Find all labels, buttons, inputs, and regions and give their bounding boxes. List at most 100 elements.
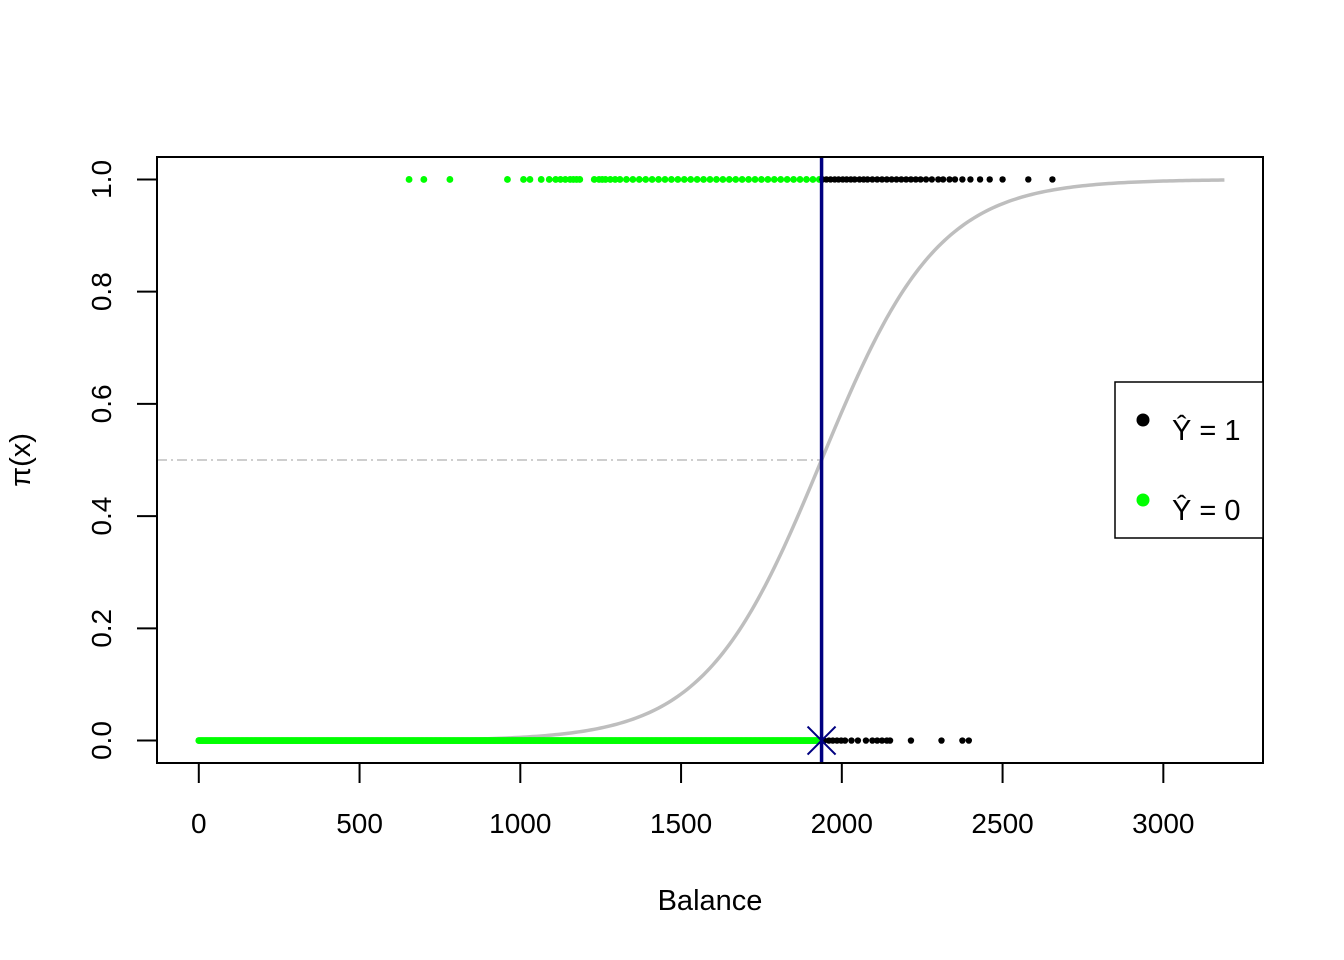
point-yhat0 (520, 176, 527, 183)
point-yhat0 (738, 176, 746, 183)
point-yhat0 (732, 176, 740, 183)
x-tick-label: 500 (336, 808, 383, 839)
point-yhat0 (648, 176, 656, 183)
y-tick-label: 0.0 (86, 721, 117, 760)
legend-box (1114, 381, 1264, 539)
point-yhat1 (939, 176, 947, 183)
point-yhat1 (938, 737, 945, 744)
y-tick-label: 0.2 (86, 609, 117, 648)
x-tick-label: 1000 (489, 808, 551, 839)
point-yhat1 (976, 176, 984, 183)
point-yhat0 (796, 176, 804, 183)
point-yhat0 (623, 176, 630, 183)
x-tick-label: 1500 (650, 808, 712, 839)
point-yhat0 (405, 176, 413, 183)
point-yhat0 (537, 176, 545, 183)
point-yhat0 (602, 176, 609, 183)
point-yhat0 (809, 176, 817, 183)
threshold-marker (806, 725, 837, 756)
point-yhat1 (1025, 176, 1032, 183)
x-axis-title: Balance (658, 885, 763, 917)
x-tick-label: 2500 (971, 808, 1033, 839)
point-yhat0 (783, 176, 791, 183)
point-yhat1 (886, 737, 894, 744)
points-layer (195, 176, 1056, 744)
point-yhat1 (951, 176, 959, 183)
legend-marker (1136, 413, 1150, 427)
point-yhat1 (999, 176, 1006, 183)
legend-marker (1136, 493, 1150, 507)
y-tick-label: 0.6 (86, 384, 117, 423)
point-yhat0 (526, 176, 534, 183)
point-yhat0 (713, 176, 720, 183)
point-yhat0 (680, 176, 688, 183)
point-yhat0 (616, 176, 624, 183)
point-yhat1 (848, 737, 855, 744)
point-yhat1 (898, 176, 905, 183)
point-yhat0 (446, 176, 454, 183)
point-yhat0 (557, 176, 564, 183)
point-yhat1 (873, 737, 881, 744)
point-yhat1 (878, 176, 886, 183)
point-yhat1 (893, 176, 900, 183)
legend: Ŷ = 1 Ŷ = 0 (1114, 381, 1264, 539)
point-yhat1 (907, 737, 915, 744)
point-yhat1 (883, 176, 891, 183)
point-yhat1 (912, 176, 919, 183)
point-yhat1 (986, 176, 993, 183)
point-yhat0 (642, 176, 650, 183)
point-yhat0 (504, 176, 511, 183)
point-yhat1 (873, 176, 881, 183)
point-yhat1 (841, 737, 849, 744)
y-tick-label: 0.4 (86, 497, 117, 536)
point-yhat1 (888, 176, 895, 183)
point-yhat1 (851, 176, 858, 183)
point-yhat1 (907, 176, 915, 183)
point-yhat1 (928, 176, 936, 183)
point-yhat1 (959, 176, 966, 183)
point-yhat0 (668, 176, 675, 183)
threshold-layer (806, 157, 837, 763)
point-yhat0 (790, 176, 797, 183)
point-yhat0 (635, 176, 643, 183)
x-tick-label: 2000 (811, 808, 873, 839)
point-yhat0 (777, 176, 785, 183)
point-yhat0 (758, 176, 765, 183)
point-yhat0 (674, 176, 682, 183)
point-yhat0 (770, 176, 778, 183)
point-yhat1 (965, 737, 973, 744)
x-axis: 0 500 1000 1500 2000 2500 3000 (191, 762, 1194, 839)
point-yhat0 (545, 176, 553, 183)
point-yhat0 (764, 176, 772, 183)
y-axis: 0.0 0.2 0.4 0.6 0.8 1.0 (86, 160, 158, 760)
point-yhat0 (606, 176, 614, 183)
point-yhat1 (1049, 176, 1056, 183)
point-yhat1 (959, 737, 966, 744)
point-yhat0 (655, 176, 662, 183)
point-yhat0 (700, 176, 707, 183)
point-yhat0 (751, 176, 759, 183)
point-yhat1 (922, 176, 930, 183)
point-yhat0 (552, 176, 560, 183)
point-yhat0 (420, 176, 428, 183)
point-yhat0 (706, 176, 714, 183)
point-yhat0 (687, 176, 695, 183)
point-yhat0 (693, 176, 701, 183)
point-yhat1 (854, 737, 862, 744)
point-yhat0 (561, 176, 569, 183)
point-yhat0 (719, 176, 727, 183)
legend-label: Ŷ = 1 (1172, 414, 1241, 447)
point-yhat0 (611, 176, 619, 183)
point-yhat0 (629, 176, 637, 183)
point-yhat1 (946, 176, 953, 183)
point-yhat0 (590, 176, 598, 183)
point-yhat0 (725, 176, 733, 183)
point-yhat1 (869, 176, 876, 183)
y-tick-label: 1.0 (86, 160, 117, 199)
point-yhat0 (745, 176, 752, 183)
x-tick-label: 0 (191, 808, 207, 839)
point-yhat1 (864, 176, 871, 183)
x-tick-label: 3000 (1132, 808, 1194, 839)
point-yhat1 (917, 176, 924, 183)
point-yhat1 (878, 737, 886, 744)
